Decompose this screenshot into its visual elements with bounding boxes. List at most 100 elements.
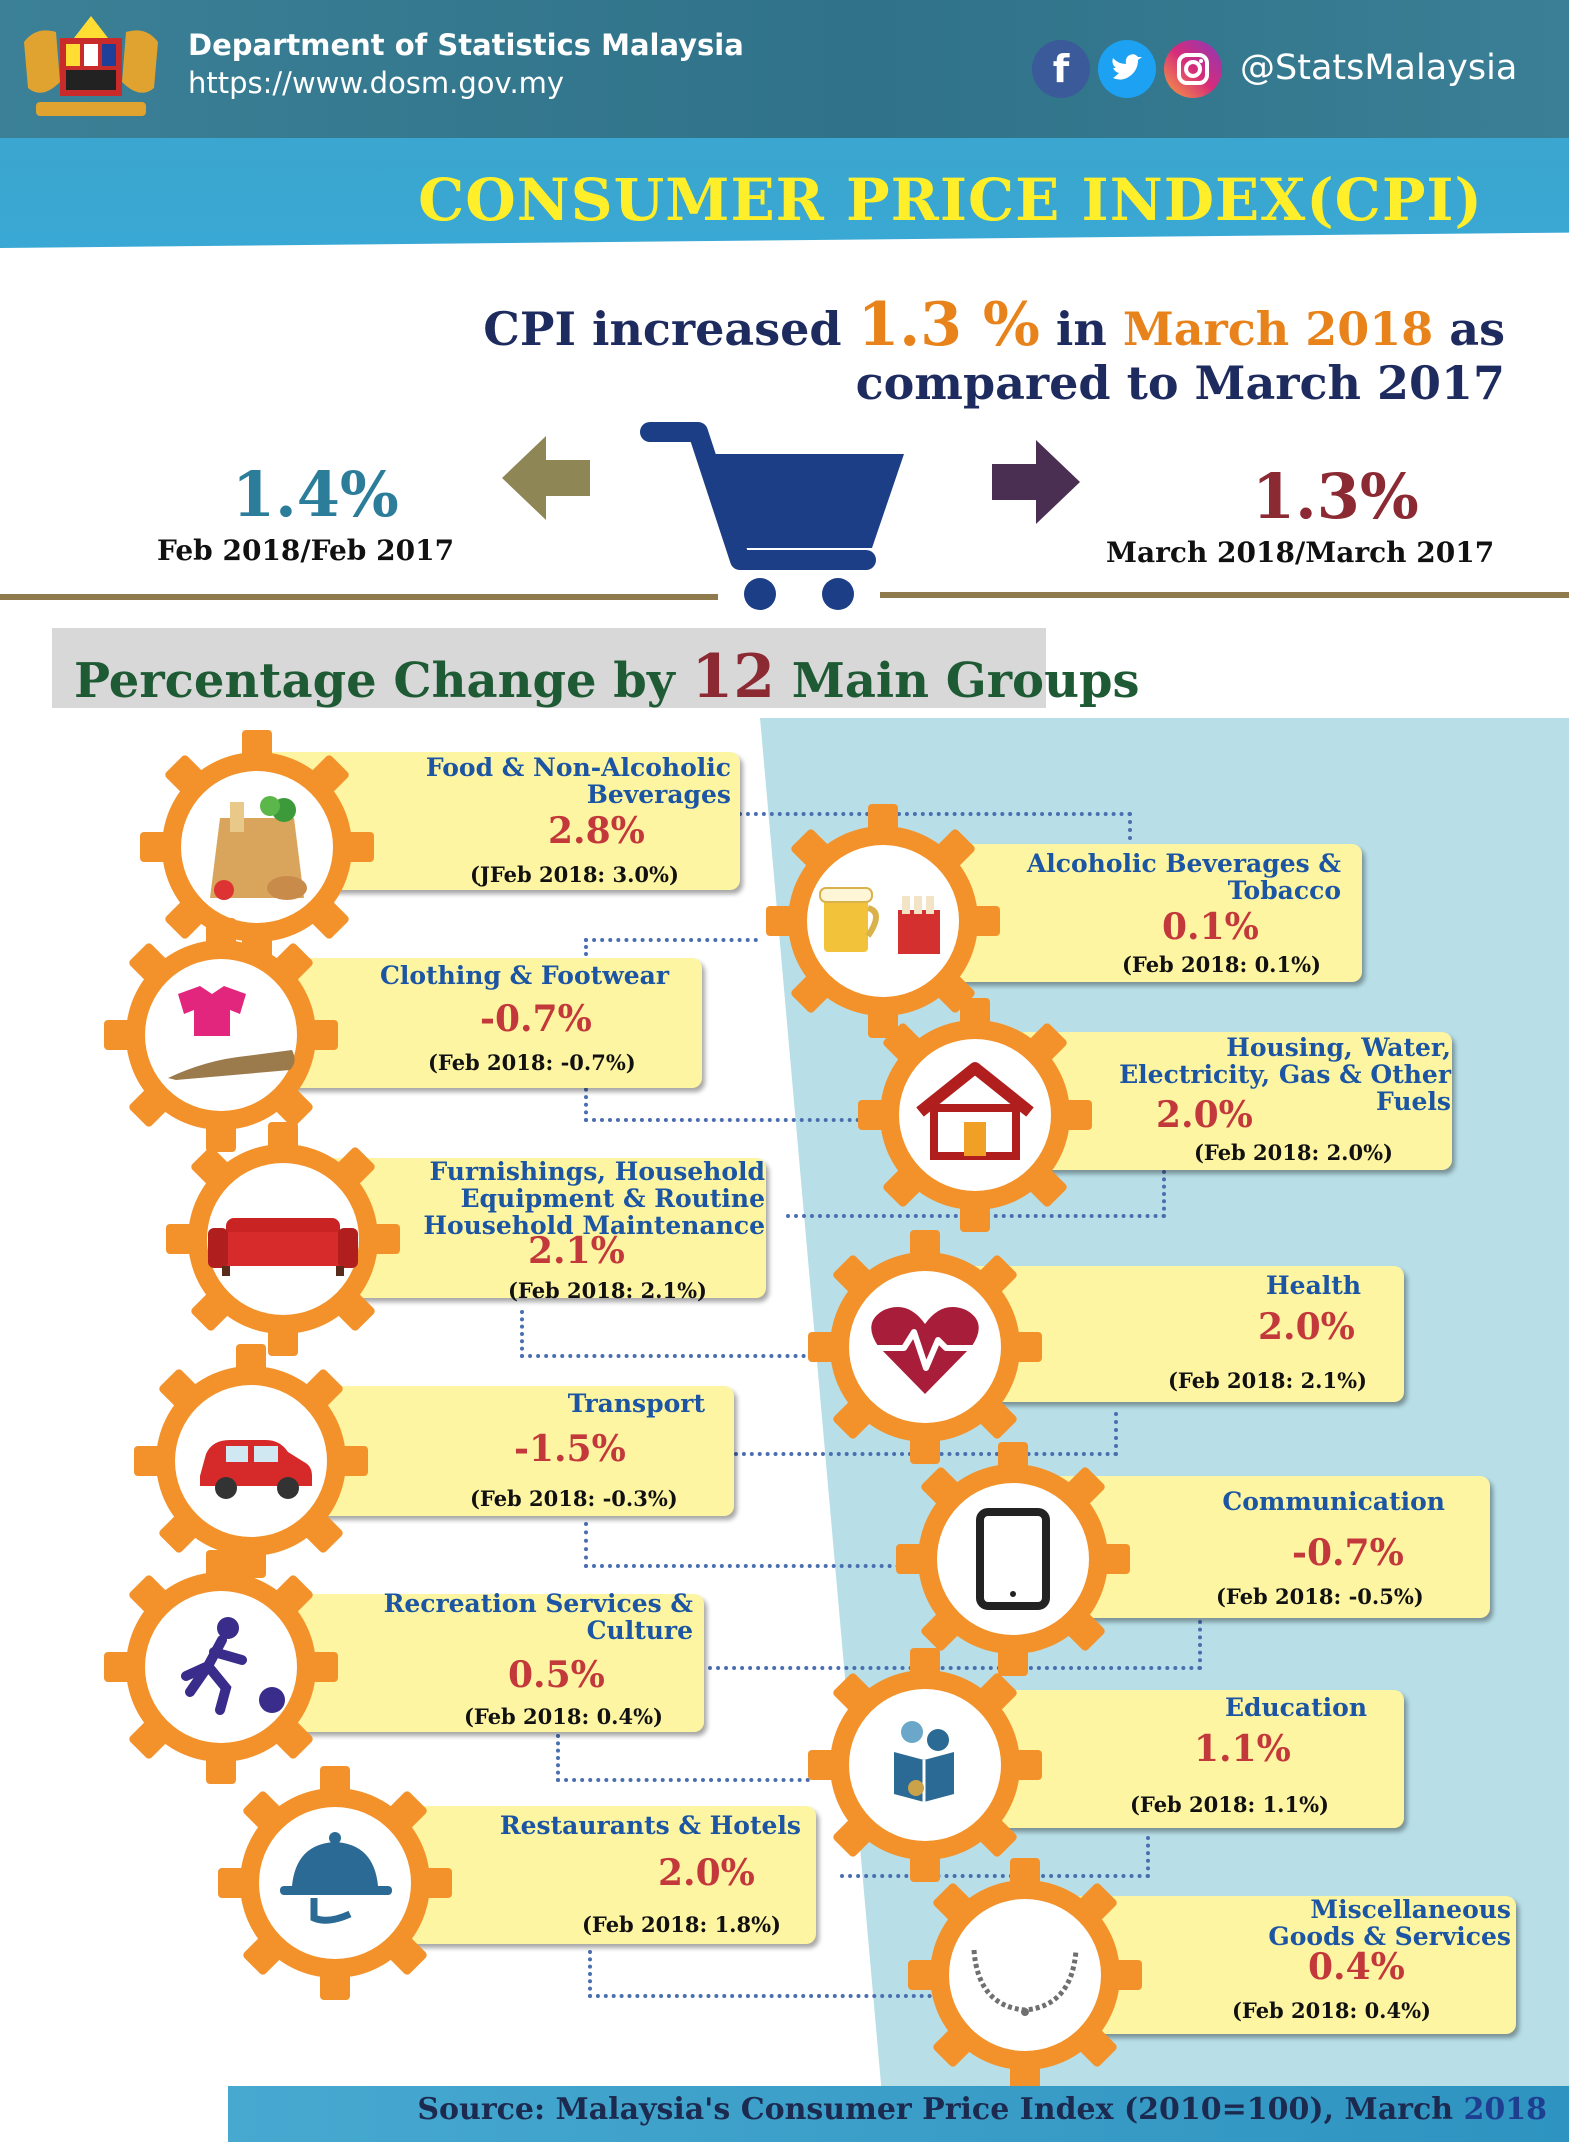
group-name: Transport [567, 1389, 705, 1418]
group-value: -0.7% [480, 998, 592, 1040]
group-feb-value: (Feb 2018: -0.3%) [470, 1486, 678, 1511]
group-feb-value: (Feb 2018: 1.1%) [1130, 1792, 1329, 1817]
instagram-icon[interactable] [1164, 40, 1222, 98]
heartbeat-icon [870, 1307, 980, 1394]
gear-housing [858, 998, 1092, 1232]
connector [584, 1522, 908, 1568]
gear-alcoholic [766, 804, 1000, 1038]
house-icon [916, 1062, 1034, 1160]
group-name: Restaurants & Hotels [499, 1811, 801, 1840]
group-name: Clothing & Footwear [379, 961, 669, 990]
feb-comparison-caption: Feb 2018/Feb 2017 [157, 534, 455, 567]
group-value: 0.5% [508, 1654, 605, 1696]
group-feb-value: (Feb 2018: 2.1%) [1168, 1368, 1367, 1393]
social-handle[interactable]: @StatsMalaysia [1240, 48, 1518, 88]
footer-bar [228, 2086, 1569, 2142]
section-title-number: 12 [691, 642, 775, 712]
group-name: Furnishings, Household Equipment & Routi… [423, 1157, 765, 1240]
necklace-icon [971, 1949, 1079, 2016]
headline-line1: CPI increased 1.3 % in March 2018 as [483, 290, 1505, 360]
feb-comparison-value: 1.4% [232, 458, 399, 531]
gear-transport [134, 1344, 368, 1578]
group-value: -0.7% [1292, 1532, 1404, 1574]
march-comparison-value: 1.3% [1252, 460, 1419, 533]
group-value: 2.8% [548, 810, 645, 852]
headline-line2: compared to March 2017 [855, 356, 1505, 410]
divider-right [880, 592, 1569, 598]
march-comparison-caption: March 2018/March 2017 [1106, 536, 1495, 569]
section-title-post: Main Groups [791, 653, 1140, 709]
group-feb-value: (Feb 2018: 1.8%) [582, 1912, 781, 1937]
arrow-left-icon [502, 436, 590, 520]
connector [584, 1080, 868, 1122]
gear-miscellaneous [908, 1858, 1142, 2092]
car-icon [200, 1440, 312, 1499]
bowling-icon [181, 1617, 285, 1715]
section-title: Percentage Change by 12 Main Groups [74, 642, 1140, 712]
group-value: 2.1% [528, 1230, 625, 1272]
header-bar [0, 0, 1569, 140]
source-note: Source: Malaysia's Consumer Price Index … [417, 2092, 1547, 2127]
headline-as: as [1449, 302, 1505, 356]
headline-month: March 2018 [1122, 302, 1434, 356]
headline-in: in [1055, 302, 1107, 356]
coat-of-arms-logo [24, 16, 158, 116]
group-name: Education [1224, 1693, 1367, 1722]
shirt-shoe-icon [168, 986, 295, 1080]
connector [708, 1620, 1202, 1670]
gear-education [808, 1648, 1042, 1882]
headline-value: 1.3 % [857, 290, 1040, 360]
students-reading-icon [894, 1721, 954, 1802]
divider-left [0, 594, 718, 600]
group-value: 2.0% [1156, 1094, 1253, 1136]
group-feb-value: (Feb 2018: -0.5%) [1216, 1584, 1424, 1609]
group-name: Housing, Water, Electricity, Gas & Other… [1119, 1033, 1451, 1116]
tablet-icon [976, 1508, 1050, 1610]
connector [588, 1950, 932, 1998]
page-title: CONSUMER PRICE INDEX(CPI) [418, 166, 1483, 234]
connector [556, 1734, 810, 1782]
title-banner [0, 138, 1569, 248]
gear-furnishings [166, 1122, 400, 1356]
group-name: Communication [1222, 1487, 1445, 1516]
group-name: Health [1266, 1271, 1361, 1300]
group-name: Recreation Services & Culture [383, 1589, 693, 1645]
connector [520, 1310, 814, 1358]
group-feb-value: (JFeb 2018: 3.0%) [470, 862, 679, 887]
source-text: Source: Malaysia's Consumer Price Index … [417, 2092, 1454, 2127]
arrow-right-icon [992, 440, 1080, 524]
twitter-icon[interactable] [1098, 40, 1156, 98]
group-value: 0.4% [1308, 1946, 1405, 1988]
grocery-bag-icon [210, 796, 307, 900]
group-feb-value: (Feb 2018: 0.4%) [464, 1704, 663, 1729]
facebook-icon[interactable]: f [1032, 40, 1090, 98]
sofa-icon [208, 1218, 358, 1276]
gear-food [140, 730, 374, 964]
headline-text: CPI increased [483, 302, 842, 356]
beer-cigarettes-icon [819, 887, 940, 954]
group-feb-value: (Feb 2018: -0.7%) [428, 1050, 636, 1075]
shopping-cart-icon [640, 422, 904, 610]
gear-clothing [104, 918, 338, 1152]
group-value: 1.1% [1194, 1728, 1291, 1770]
group-value: 0.1% [1162, 906, 1259, 948]
group-value: 2.0% [1258, 1306, 1355, 1348]
group-name: Food & Non-Alcoholic Beverages [425, 753, 731, 809]
source-year: 2018 [1463, 2092, 1548, 2127]
group-feb-value: (Feb 2018: 2.0%) [1194, 1140, 1393, 1165]
connector [840, 1836, 1150, 1878]
group-value: 2.0% [658, 1852, 755, 1894]
connector [738, 812, 1132, 856]
group-name: Alcoholic Beverages & Tobacco [1026, 849, 1341, 905]
org-url[interactable]: https://www.dosm.gov.my [188, 66, 565, 100]
gear-health [808, 1230, 1042, 1464]
group-name: Miscellaneous Goods & Services [1268, 1895, 1511, 1951]
gear-restaurants [218, 1766, 452, 2000]
org-name: Department of Statistics Malaysia [188, 28, 744, 62]
gear-communication [896, 1442, 1130, 1676]
section-title-box [52, 628, 1046, 708]
group-feb-value: (Feb 2018: 2.1%) [508, 1278, 707, 1303]
group-feb-value: (Feb 2018: 0.1%) [1122, 952, 1321, 977]
connector [584, 938, 758, 956]
gear-recreation [104, 1550, 338, 1784]
